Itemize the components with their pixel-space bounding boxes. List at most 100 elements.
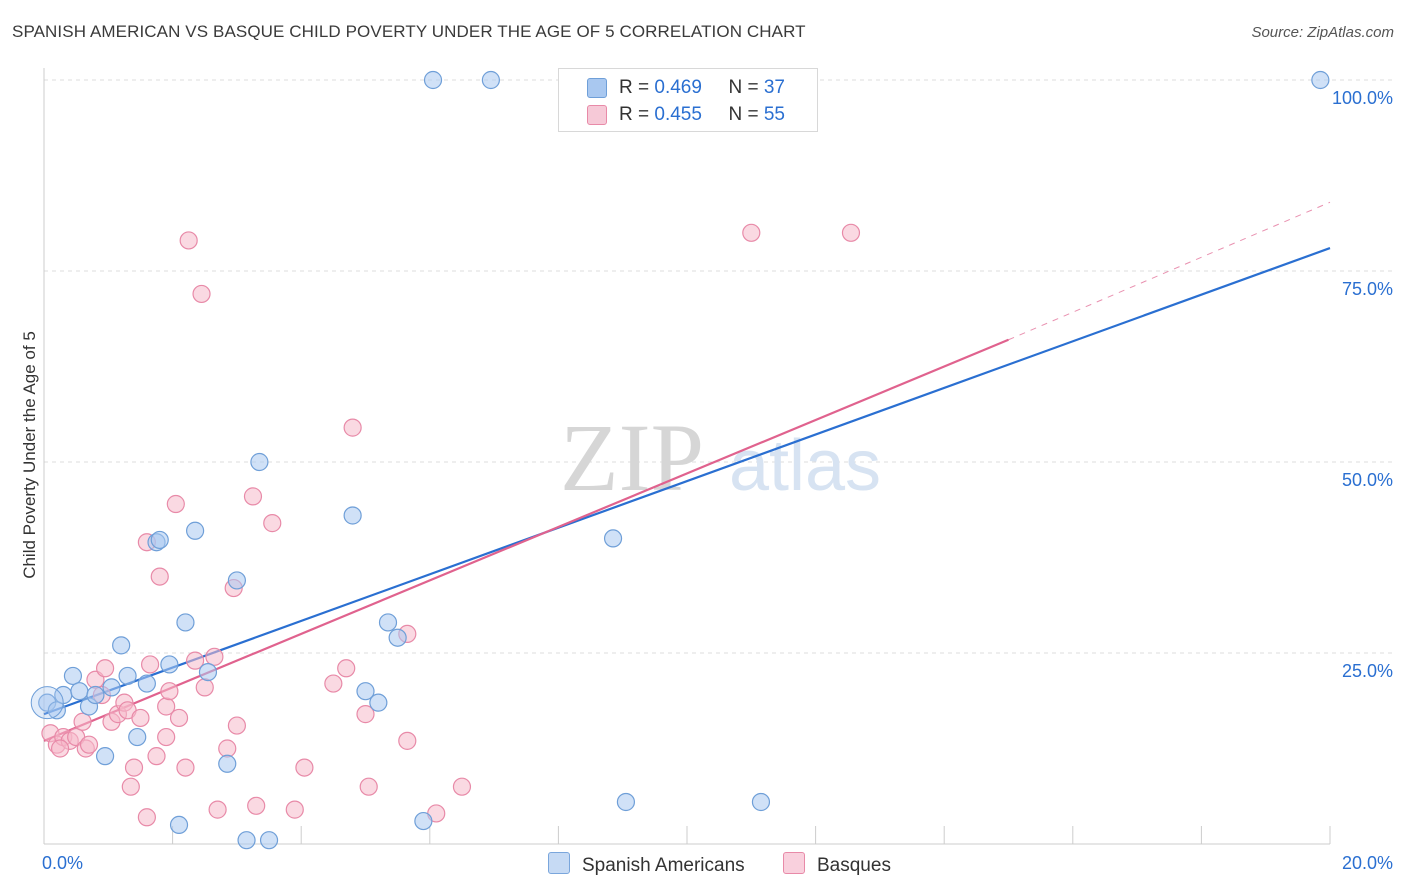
legend-r-label: R = [619, 104, 655, 125]
basque-point [205, 647, 224, 666]
spanish-american-point [70, 682, 89, 701]
data-points [30, 70, 1330, 850]
spanish-american-point [343, 506, 362, 525]
legend-r-value: 0.469 [654, 77, 702, 98]
basque-point [179, 231, 198, 250]
basque-point [243, 487, 263, 506]
legend-n-value: 55 [763, 104, 785, 125]
spanish-american-point [150, 530, 169, 550]
legend-swatch-blue [587, 78, 607, 98]
basque-point [186, 651, 205, 670]
legend-n-label: N = [728, 77, 764, 98]
spanish-american-point [95, 747, 115, 766]
spanish-american-point [176, 613, 195, 632]
basque-point [398, 731, 417, 750]
chart-title: SPANISH AMERICAN VS BASQUE CHILD POVERTY… [12, 22, 806, 41]
spanish-american-point [112, 636, 131, 655]
spanish-american-point [47, 701, 66, 720]
basque-point [50, 739, 70, 758]
basque-point [160, 682, 179, 701]
trend-line-basques [43, 338, 1009, 742]
legend-r-label: R = [619, 77, 655, 98]
basque-point [150, 567, 169, 586]
basque-point [324, 674, 343, 693]
basque-point [147, 747, 166, 766]
basque-point [121, 777, 140, 796]
spanish-american-point [186, 521, 205, 540]
watermark-zip: ZIP [560, 404, 704, 511]
x-tick-label: 20.0% [1342, 853, 1393, 873]
spanish-american-point [369, 693, 388, 712]
grid-lines [44, 79, 1394, 654]
basque-point [195, 678, 214, 697]
y-tick-label: 100.0% [1332, 88, 1393, 108]
spanish-american-point [616, 792, 636, 812]
spanish-american-point [259, 831, 279, 850]
basque-point [157, 727, 176, 747]
source-label: Source: ZipAtlas.com [1251, 24, 1394, 41]
basque-point [247, 796, 266, 815]
trend-line-basques-extension [1008, 201, 1331, 341]
spanish-american-point [1311, 70, 1330, 90]
spanish-american-point [137, 674, 156, 693]
spanish-american-point [160, 655, 179, 674]
legend-swatch-pink [783, 852, 805, 874]
trend-line-spanish-americans [43, 247, 1331, 716]
basque-point [131, 708, 150, 728]
tick-labels: 25.0% 50.0% 75.0% 100.0% 0.0% 20.0% [42, 88, 1393, 873]
basque-point [343, 418, 362, 437]
legend-n-label: N = [728, 104, 764, 125]
basque-point [227, 716, 246, 735]
spanish-american-point [227, 571, 246, 590]
legend-item-basques: Basques [783, 852, 891, 877]
legend-n-value: 37 [763, 77, 785, 98]
spanish-american-point [86, 685, 105, 705]
spanish-american-point [198, 662, 218, 682]
spanish-american-point [423, 70, 443, 90]
y-axis-label: Child Poverty Under the Age of 5 [20, 331, 39, 579]
spanish-american-point [63, 666, 83, 686]
spanish-american-point [414, 811, 433, 831]
spanish-american-point [118, 666, 137, 686]
basque-point [841, 223, 861, 242]
spanish-american-point [250, 452, 269, 472]
spanish-american-point [378, 613, 398, 632]
basque-point [208, 800, 227, 819]
watermark: ZIP atlas [560, 404, 881, 511]
legend-label: Spanish Americans [582, 855, 745, 876]
basque-point [337, 659, 356, 678]
basque-point [192, 284, 211, 304]
basque-point [124, 758, 144, 777]
axes [43, 68, 1331, 845]
legend-swatch-blue [548, 852, 570, 874]
basque-point [137, 808, 156, 827]
basque-point [73, 712, 92, 731]
legend-label: Basques [817, 855, 891, 876]
spanish-american-point [356, 682, 375, 701]
basque-point [176, 758, 195, 777]
basque-point [140, 655, 160, 674]
x-tick-label: 0.0% [42, 853, 83, 873]
basque-point [742, 223, 761, 242]
spanish-american-point [603, 529, 623, 548]
spanish-american-point [218, 754, 237, 773]
spanish-american-point [388, 628, 407, 647]
spanish-american-point [237, 831, 256, 850]
spanish-american-point [481, 70, 500, 90]
legend-r-value: 0.455 [654, 104, 702, 125]
basque-point [356, 705, 375, 724]
legend-item-spanish-americans: Spanish Americans [548, 852, 745, 877]
basque-point [263, 514, 282, 533]
basque-point [359, 777, 378, 796]
y-tick-label: 25.0% [1342, 661, 1393, 681]
basque-point [285, 800, 304, 819]
spanish-american-point [102, 678, 121, 697]
basque-point [79, 735, 99, 754]
basque-point [295, 758, 314, 777]
basque-point [452, 777, 472, 796]
spanish-american-point [128, 727, 147, 747]
spanish-american-point [30, 686, 64, 720]
spanish-american-point [169, 815, 189, 835]
stats-legend: R = 0.469 N = 37 R = 0.455 N = 55 [558, 68, 818, 132]
